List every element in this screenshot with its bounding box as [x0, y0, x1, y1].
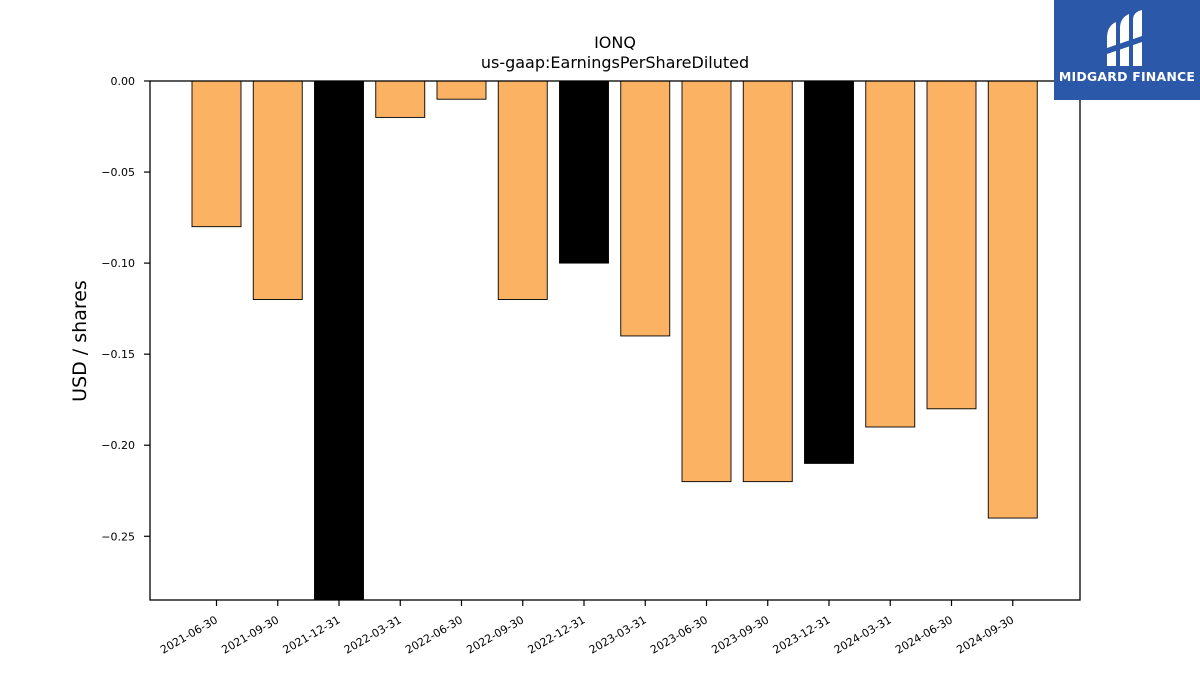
x-tick-label: 2021-09-30	[219, 613, 281, 656]
x-tick-label: 2022-03-31	[342, 613, 404, 656]
y-tick-label: −0.10	[101, 257, 135, 270]
bar-2021-06-30	[191, 80, 242, 228]
bar-2022-03-31	[375, 80, 426, 118]
y-tick-label: 0.00	[111, 75, 136, 88]
bar-2024-09-30	[987, 80, 1038, 519]
bar-2023-12-31	[804, 80, 854, 464]
y-axis-ticks: 0.00 −0.05 −0.10 −0.15 −0.20 −0.25	[101, 75, 150, 543]
y-tick-label: −0.15	[101, 348, 135, 361]
bar-2022-06-30	[436, 80, 487, 100]
x-tick-label: 2023-09-30	[709, 613, 771, 656]
x-tick-label: 2024-06-30	[893, 613, 955, 656]
y-tick-label: −0.20	[101, 439, 135, 452]
x-axis-ticks: 2021-06-30 2021-09-30 2021-12-31 2022-03-31…	[158, 600, 1016, 657]
bar-2023-03-31	[620, 80, 671, 337]
x-tick-label: 2021-12-31	[281, 613, 343, 656]
logo-text: MIDGARD FINANCE	[1058, 69, 1196, 84]
x-tick-label: 2023-12-31	[771, 613, 833, 656]
x-tick-label: 2021-06-30	[158, 613, 220, 656]
midgard-logo-icon	[1107, 10, 1142, 66]
x-tick-label: 2024-03-31	[832, 613, 894, 656]
y-tick-label: −0.25	[101, 530, 135, 543]
x-tick-label: 2023-06-30	[648, 613, 710, 656]
bar-2021-09-30	[252, 80, 303, 300]
y-axis-label: USD / shares	[69, 280, 91, 402]
bar-2023-09-30	[742, 80, 793, 483]
bar-2023-06-30	[681, 80, 732, 483]
bar-2022-09-30	[497, 80, 548, 300]
x-tick-label: 2023-03-31	[587, 613, 649, 656]
x-tick-label: 2022-09-30	[464, 613, 526, 656]
x-tick-label: 2022-06-30	[403, 613, 465, 656]
logo: MIDGARD FINANCE	[1054, 0, 1200, 100]
x-tick-label: 2022-12-31	[526, 613, 588, 656]
plot-frame	[149, 80, 1081, 601]
bar-2022-12-31	[559, 80, 609, 264]
bar-2024-06-30	[926, 80, 977, 410]
bars-group	[191, 80, 1038, 601]
chart-subtitle: us-gaap:EarningsPerShareDiluted	[481, 53, 749, 72]
bar-2021-12-31	[314, 80, 364, 601]
bar-2024-03-31	[865, 80, 916, 428]
x-tick-label: 2024-09-30	[954, 613, 1016, 656]
y-tick-label: −0.05	[101, 166, 135, 179]
chart-title: IONQ	[594, 33, 636, 52]
